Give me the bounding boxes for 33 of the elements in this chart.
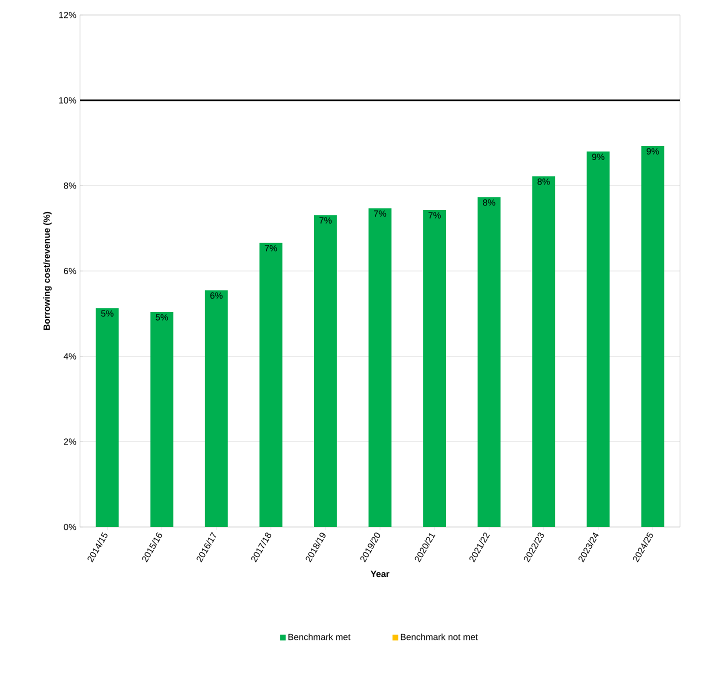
data-label: 7% <box>428 212 441 218</box>
y-tick-label: 6% <box>64 268 76 274</box>
bar <box>314 215 337 527</box>
y-axis-title: Borrowing cost/revenue (%) <box>43 212 52 330</box>
legend-label: Benchmark not met <box>400 634 478 640</box>
y-tick-label: 2% <box>64 438 76 445</box>
y-tick-label: 4% <box>64 353 76 360</box>
bar <box>368 208 392 527</box>
data-label: 9% <box>646 148 659 155</box>
bar <box>204 290 228 527</box>
bar <box>150 312 174 527</box>
data-label: 7% <box>319 217 332 224</box>
data-label: 8% <box>483 199 496 206</box>
data-label: 8% <box>538 178 550 185</box>
y-tick-label: 10% <box>59 97 76 104</box>
data-label: 5% <box>156 314 168 320</box>
y-tick-label: 12% <box>59 12 76 18</box>
data-label: 7% <box>264 245 278 252</box>
data-label: 9% <box>592 154 604 160</box>
bar <box>532 176 556 527</box>
data-label: 5% <box>101 310 114 317</box>
bar <box>423 210 446 527</box>
bar <box>259 242 282 527</box>
x-axis-title: Year <box>370 570 390 578</box>
bar <box>478 197 501 527</box>
bar <box>586 152 610 527</box>
data-label: 7% <box>374 210 386 217</box>
data-label: 6% <box>210 292 223 299</box>
y-tick-label: 0% <box>64 524 76 530</box>
bar <box>96 308 119 527</box>
y-tick-label: 8% <box>64 182 76 189</box>
legend-label: Benchmark met <box>288 634 350 640</box>
bar <box>641 146 664 527</box>
